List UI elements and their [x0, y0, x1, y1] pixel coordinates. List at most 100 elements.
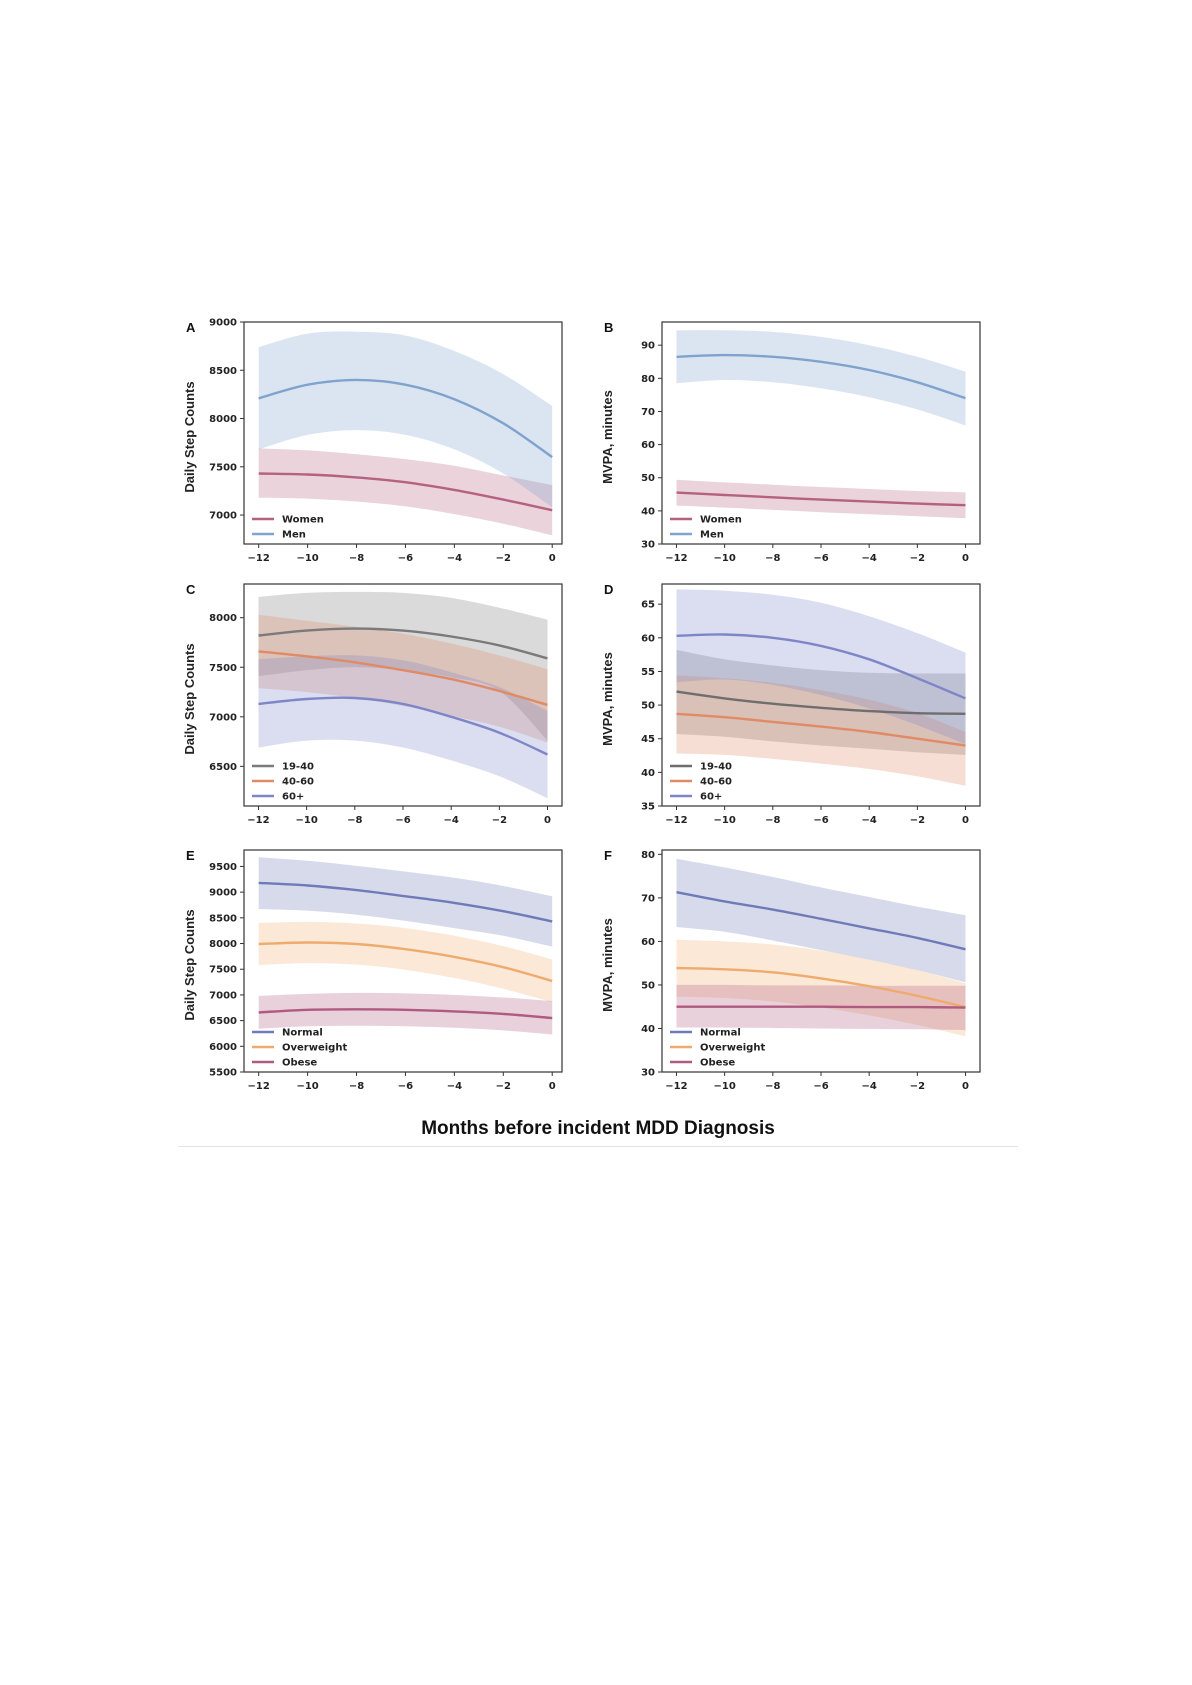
legend-label: Men — [282, 530, 306, 541]
y-tick-label: 70 — [641, 893, 655, 904]
confidence-band-women — [258, 448, 553, 536]
y-axis-label: MVPA, minutes — [600, 652, 615, 746]
x-tick-label: −10 — [296, 1081, 318, 1092]
x-tick-label: −6 — [813, 815, 828, 826]
series-line-overweight — [676, 966, 966, 1009]
y-tick-label: 7000 — [209, 712, 237, 723]
legend-label: Overweight — [700, 1043, 765, 1054]
x-tick-label: −2 — [496, 553, 511, 564]
y-tick-label: 6500 — [209, 1016, 237, 1027]
confidence-band-men — [676, 330, 966, 426]
x-tick-label: −6 — [398, 1081, 413, 1092]
y-tick-label: 8500 — [209, 366, 237, 377]
legend: 19-40 40-60 60+ — [252, 762, 314, 803]
y-tick-label: 8000 — [209, 414, 237, 425]
x-tick-label: −10 — [295, 815, 317, 826]
confidence-band-men — [258, 331, 553, 508]
y-tick-label: 6000 — [209, 1042, 237, 1053]
legend-label: Men — [700, 530, 724, 541]
confidence-band-60- — [676, 589, 966, 745]
x-tick-label: −6 — [398, 553, 413, 564]
y-tick-label: 70 — [641, 407, 655, 418]
y-tick-label: 40 — [641, 1024, 655, 1035]
series-line-obese — [258, 1008, 553, 1020]
series-line-40-60 — [258, 650, 548, 707]
x-tick-label: −2 — [910, 1081, 925, 1092]
series-line-obese — [676, 1005, 966, 1009]
confidence-band-19-40 — [676, 649, 966, 755]
x-tick-label: −4 — [862, 1081, 877, 1092]
y-tick-label: 9000 — [209, 318, 237, 329]
legend-label: 60+ — [282, 792, 304, 803]
y-tick-label: 7500 — [209, 462, 237, 473]
series-line-60- — [258, 696, 549, 756]
panel-c-daily-steps-by-age: 6500 7000 7500 8000 −12 −10 −8 −6 −4 −2 0 Daily Ste… — [178, 580, 596, 842]
x-tick-label: −10 — [296, 553, 318, 564]
legend-label: 40-60 — [282, 777, 314, 788]
x-tick-label: −4 — [862, 553, 877, 564]
legend: Normal Overweight Obese — [670, 1028, 765, 1069]
y-axis-label: MVPA, minutes — [600, 918, 615, 1012]
y-tick-label: 9000 — [209, 888, 237, 899]
legend: 19-40 40-60 60+ — [670, 762, 732, 803]
legend-label: 40-60 — [700, 777, 732, 788]
series-line-60- — [676, 633, 966, 700]
plot-frame — [243, 321, 563, 545]
y-tick-label: 8000 — [209, 613, 237, 624]
y-tick-label: 8000 — [209, 939, 237, 950]
x-tick-label: −10 — [713, 1081, 735, 1092]
panel-letter: A — [186, 320, 196, 335]
confidence-band-overweight — [676, 939, 966, 1037]
confidence-band-40-60 — [676, 675, 966, 786]
series-line-40-60 — [676, 712, 966, 747]
legend: Normal Overweight Obese — [252, 1028, 347, 1069]
legend-label: Normal — [282, 1028, 323, 1039]
x-tick-label: −8 — [765, 815, 780, 826]
y-tick-label: 50 — [641, 473, 655, 484]
x-tick-label: −8 — [765, 1081, 780, 1092]
panel-letter: B — [604, 320, 613, 335]
series-line-men — [258, 378, 553, 459]
panel-d-mvpa-by-age: 35 40 45 50 55 60 65 −12 −10 −8 −6 −4 −2 0 MVPA, minut… — [596, 580, 1014, 842]
confidence-band-normal — [258, 857, 553, 947]
y-tick-label: 9500 — [209, 862, 237, 873]
x-tick-label: −6 — [813, 553, 828, 564]
x-tick-label: −2 — [910, 815, 925, 826]
x-tick-label: −8 — [349, 1081, 364, 1092]
x-tick-label: 0 — [962, 1081, 969, 1092]
y-tick-label: 45 — [641, 734, 655, 745]
legend-label: Obese — [282, 1058, 317, 1069]
series-line-women — [258, 472, 553, 512]
plot-frame — [243, 849, 563, 1073]
x-tick-label: −4 — [862, 815, 877, 826]
panel-f-mvpa-by-bmi: 30 40 50 60 70 80 −12 −10 −8 −6 −4 −2 0 MVPA, minutes… — [596, 846, 1014, 1108]
y-tick-label: 80 — [641, 850, 655, 861]
legend-label: Overweight — [282, 1043, 347, 1054]
y-tick-label: 80 — [641, 374, 655, 385]
series-line-women — [676, 491, 966, 507]
x-tick-label: −6 — [813, 1081, 828, 1092]
x-tick-label: −12 — [247, 815, 269, 826]
y-axis-label: MVPA, minutes — [600, 390, 615, 484]
y-tick-label: 60 — [641, 440, 655, 451]
legend: Women Men — [252, 515, 324, 541]
x-tick-label: −4 — [444, 815, 459, 826]
y-tick-label: 50 — [641, 701, 655, 712]
y-tick-label: 35 — [641, 802, 655, 813]
confidence-band-normal — [676, 858, 966, 983]
legend-label: Obese — [700, 1058, 735, 1069]
confidence-band-obese — [258, 992, 553, 1035]
series-line-men — [676, 353, 966, 400]
y-tick-label: 90 — [641, 341, 655, 352]
y-axis-label: Daily Step Counts — [182, 909, 197, 1020]
x-tick-label: 0 — [962, 815, 969, 826]
legend-label: Women — [282, 515, 324, 526]
x-tick-label: −8 — [765, 553, 780, 564]
y-tick-label: 7000 — [209, 990, 237, 1001]
y-tick-label: 6500 — [209, 762, 237, 773]
y-tick-label: 7500 — [209, 663, 237, 674]
x-tick-label: −6 — [395, 815, 410, 826]
x-tick-label: −12 — [665, 1081, 687, 1092]
y-tick-label: 55 — [641, 667, 655, 678]
x-tick-label: −2 — [492, 815, 507, 826]
